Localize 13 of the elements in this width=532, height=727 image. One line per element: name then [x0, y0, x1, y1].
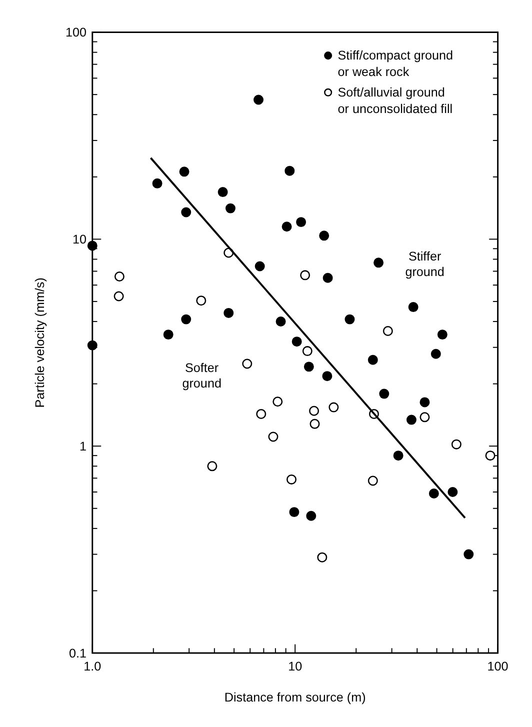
legend-label: Stiff/compact ground or weak rock	[338, 48, 454, 79]
annotation: Stiffer ground	[405, 249, 444, 279]
y-tick-label: 100	[66, 26, 87, 40]
y-axis-title: Particle velocity (mm/s)	[32, 278, 47, 408]
x-axis-title: Distance from source (m)	[224, 690, 366, 705]
y-tick-label: 0.1	[69, 646, 87, 660]
legend-label: Soft/alluvial ground or unconsolidated fill	[338, 85, 453, 116]
x-tick-label: 1.0	[84, 659, 102, 674]
x-tick-label: 10	[288, 659, 302, 674]
x-tick-label: 100	[487, 659, 508, 674]
annotation: Softer ground	[182, 361, 222, 391]
y-tick-label: 1	[80, 439, 87, 454]
y-tick-label: 10	[72, 232, 87, 247]
